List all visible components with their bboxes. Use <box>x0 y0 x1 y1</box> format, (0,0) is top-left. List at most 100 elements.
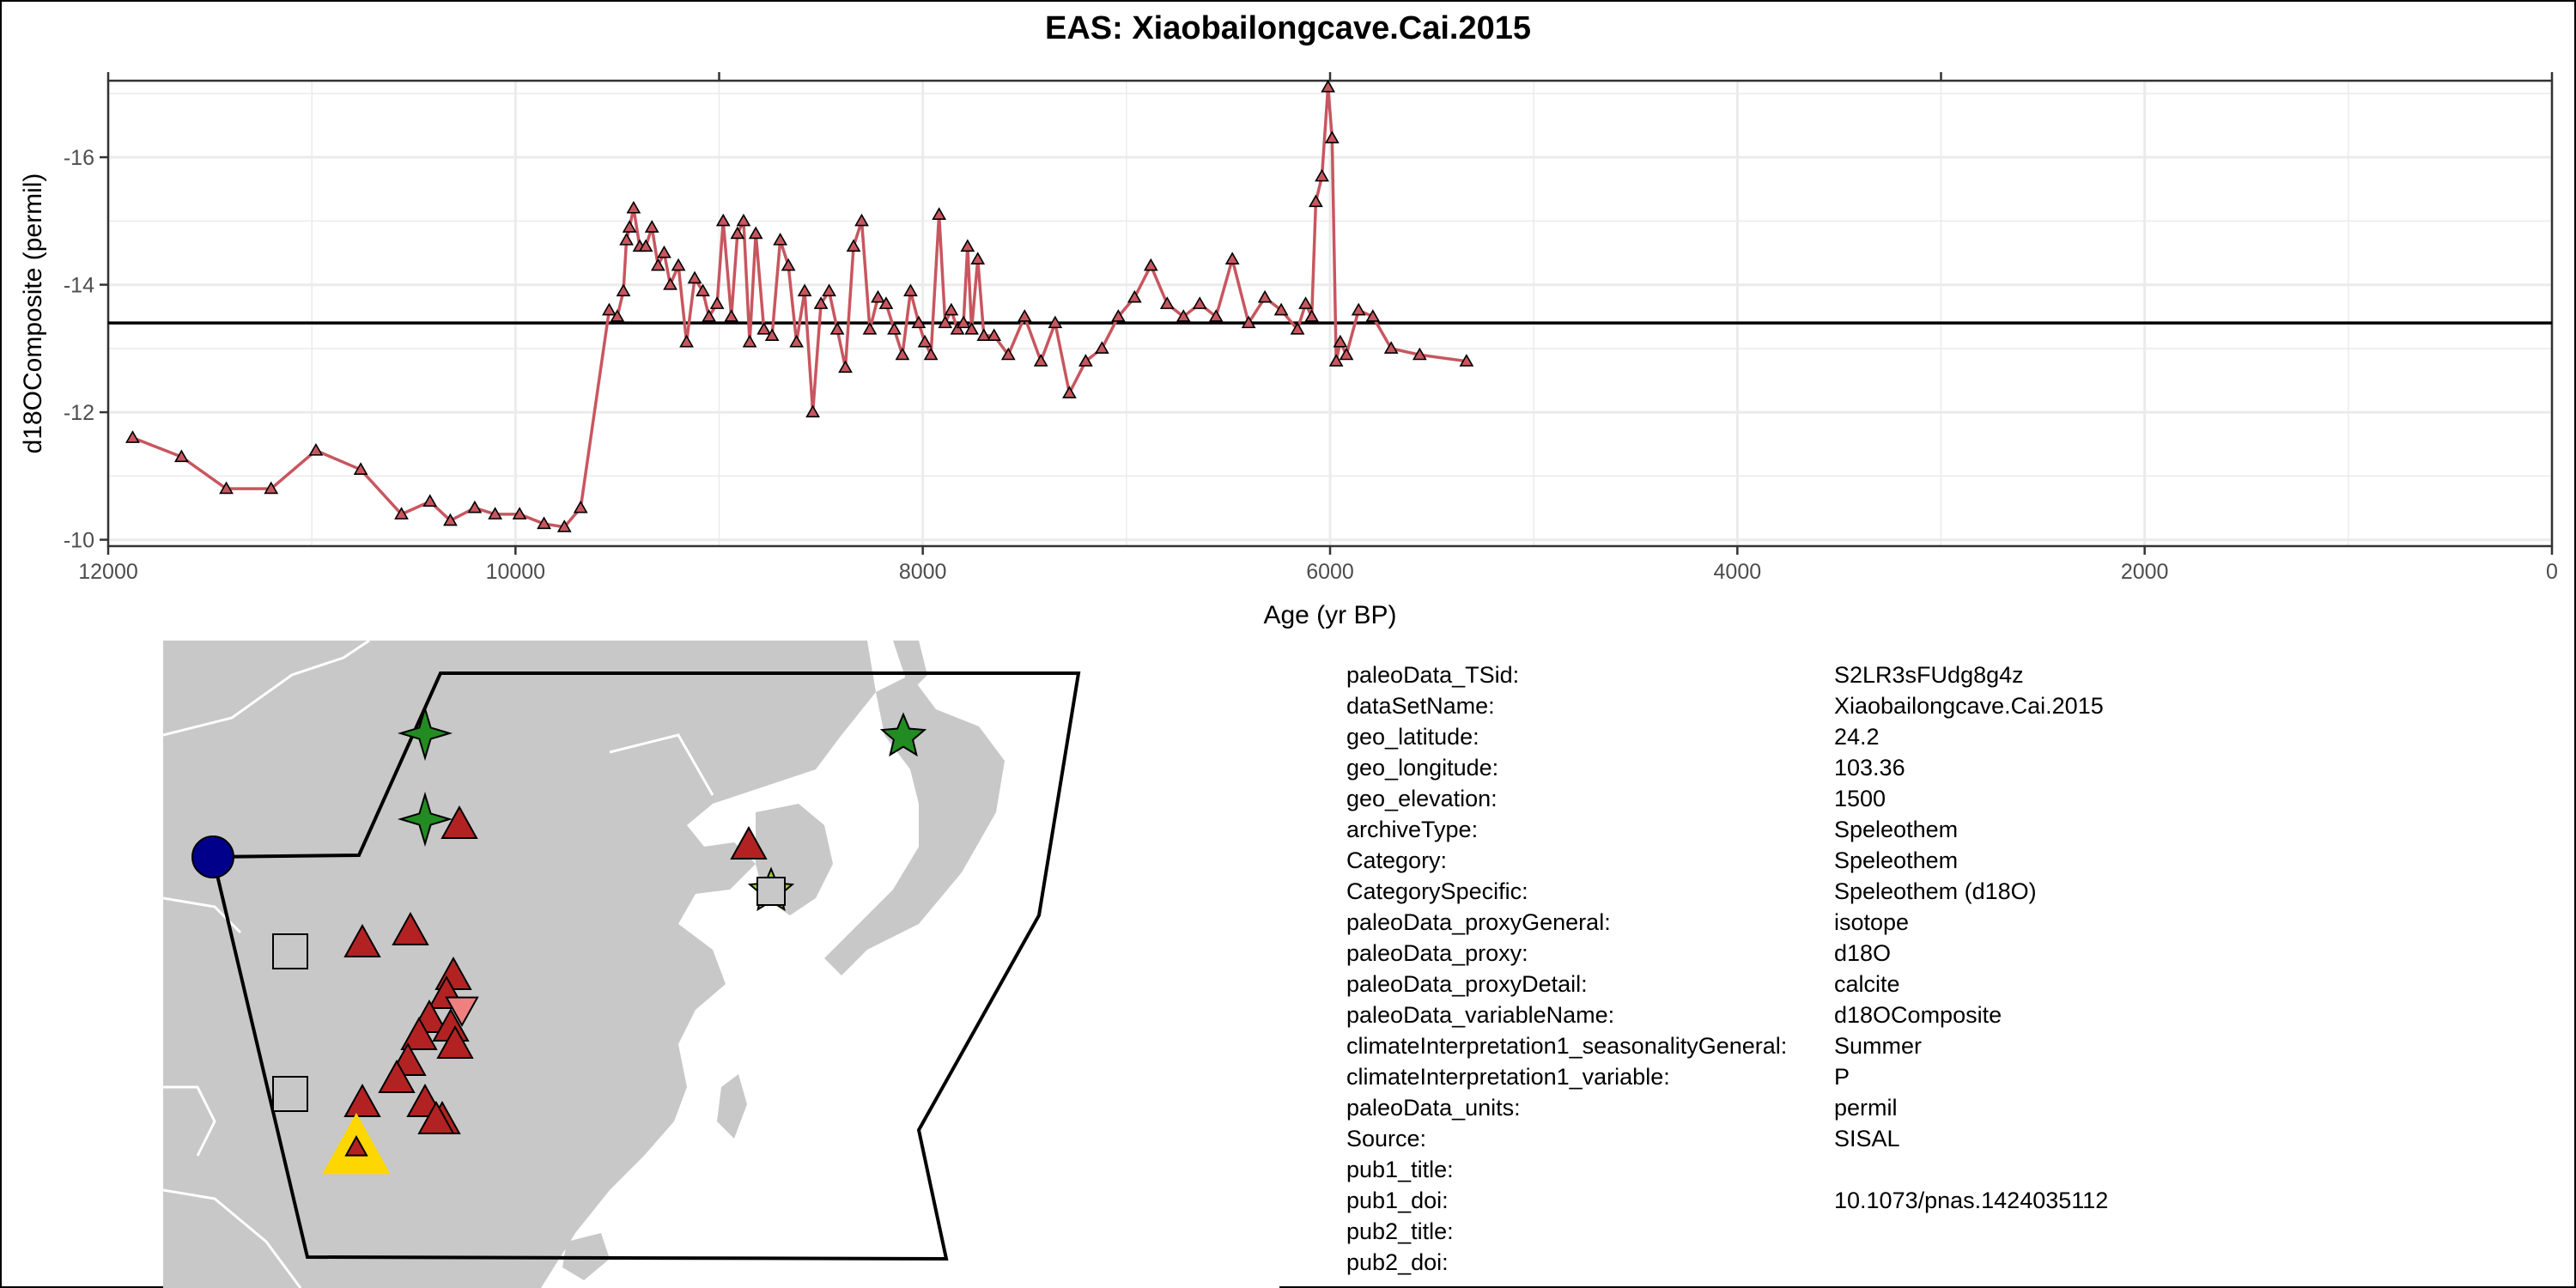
data-point <box>956 315 971 329</box>
data-point <box>1224 252 1240 264</box>
data-point <box>976 328 992 342</box>
data-point <box>854 213 869 227</box>
data-point <box>602 302 617 316</box>
data-point <box>512 507 527 519</box>
data-point <box>626 200 641 214</box>
metadata-value: SISAL <box>1834 1126 1900 1151</box>
metadata-value: 24.2 <box>1834 724 1880 750</box>
data-point <box>964 321 979 335</box>
data-point <box>1333 334 1348 348</box>
data-point <box>911 315 927 329</box>
metadata-key: paleoData_TSid: <box>1346 662 1520 688</box>
data-point <box>1176 309 1191 322</box>
metadata-key: climateInterpretation1_variable: <box>1346 1064 1670 1090</box>
metadata-key: pub2_title: <box>1346 1218 1454 1244</box>
data-point <box>644 220 659 233</box>
site-marker-triangle <box>440 805 478 839</box>
data-point <box>1241 315 1256 329</box>
data-point <box>616 283 631 297</box>
data-point <box>903 283 918 297</box>
metadata-value: d18OComposite <box>1834 1002 2002 1028</box>
data-point <box>1309 194 1323 208</box>
data-point <box>895 347 910 361</box>
site-marker-triangle <box>417 1100 455 1134</box>
site-marker-square <box>272 1076 308 1112</box>
data-point <box>1339 347 1354 361</box>
site-marker-triangle <box>343 923 381 957</box>
data-point <box>846 239 861 252</box>
metadata-value: d18O <box>1834 940 1892 966</box>
data-point <box>619 233 634 246</box>
site-marker-square <box>756 877 786 906</box>
x-tick-label: 10000 <box>486 560 546 584</box>
data-point <box>488 507 502 519</box>
data-point <box>1143 258 1158 271</box>
data-point <box>970 252 986 264</box>
data-point <box>1048 315 1063 329</box>
metadata-value: calcite <box>1834 971 1900 997</box>
data-point <box>724 309 739 322</box>
data-point <box>773 233 788 246</box>
y-tick-label: -14 <box>64 274 94 298</box>
metadata-value: Xiaobailongcave.Cai.2015 <box>1834 693 2104 719</box>
data-point <box>308 443 324 456</box>
data-point <box>709 296 725 309</box>
borders <box>163 641 714 1288</box>
data-point <box>1094 341 1109 354</box>
timeseries-chart: 12000 10000 8000 6000 4000 2000 0 -16 -14 -12 -10 A… <box>19 72 2558 629</box>
land-taiwan <box>717 1074 747 1139</box>
data-point <box>422 494 438 507</box>
metadata-key: geo_latitude: <box>1346 724 1479 750</box>
data-point <box>394 507 409 519</box>
data-point <box>1110 309 1126 322</box>
data-point <box>1078 354 1093 367</box>
x-tick-label: 4000 <box>1714 560 1762 584</box>
metadata-value: P <box>1834 1064 1850 1090</box>
data-point <box>938 315 953 329</box>
data-point <box>748 226 763 240</box>
metadata-value: Speleothem (d18O) <box>1834 878 2037 904</box>
data-point <box>353 462 368 475</box>
land-mainland <box>163 641 876 1288</box>
data-point <box>805 404 820 418</box>
data-point <box>1328 354 1344 367</box>
x-axis-label: Age (yr BP) <box>1263 601 1396 629</box>
data-point <box>1304 309 1320 322</box>
x-tick-label: 8000 <box>899 560 947 584</box>
data-point <box>781 258 796 271</box>
metadata-key: geo_longitude: <box>1346 755 1499 781</box>
site-marker-triangle <box>730 825 768 860</box>
data-point <box>650 258 665 271</box>
data-point <box>219 481 234 495</box>
data-point <box>1127 289 1142 303</box>
site-marker-triangle <box>400 1016 438 1050</box>
data-point <box>1192 296 1207 309</box>
x-tick-label: 0 <box>2546 560 2558 584</box>
data-point <box>1315 168 1329 182</box>
data-point <box>638 239 653 252</box>
data-point <box>829 321 845 335</box>
data-point <box>838 360 853 374</box>
data-point <box>556 519 572 532</box>
data-point <box>443 513 458 526</box>
data-point <box>1365 309 1381 322</box>
land-sakhalin <box>893 641 927 692</box>
data-point <box>1321 79 1336 93</box>
data-point <box>1257 289 1273 303</box>
data-point <box>174 449 189 463</box>
data-point <box>671 258 686 271</box>
y-axis-label: d18OComposite (permil) <box>19 173 47 454</box>
data-point <box>871 289 885 303</box>
metadata-key: Source: <box>1346 1126 1427 1151</box>
chart-title: EAS: Xiaobailongcave.Cai.2015 <box>1044 10 1531 46</box>
data-point <box>878 296 894 309</box>
land-japan <box>824 675 1005 975</box>
data-point <box>1000 347 1016 361</box>
data-point <box>1017 309 1032 322</box>
metadata-key: pub1_doi: <box>1346 1188 1449 1213</box>
y-tick-label: -16 <box>64 146 94 170</box>
x-tick-label: 2000 <box>2121 560 2169 584</box>
data-point <box>1324 131 1340 143</box>
data-point <box>797 283 812 297</box>
